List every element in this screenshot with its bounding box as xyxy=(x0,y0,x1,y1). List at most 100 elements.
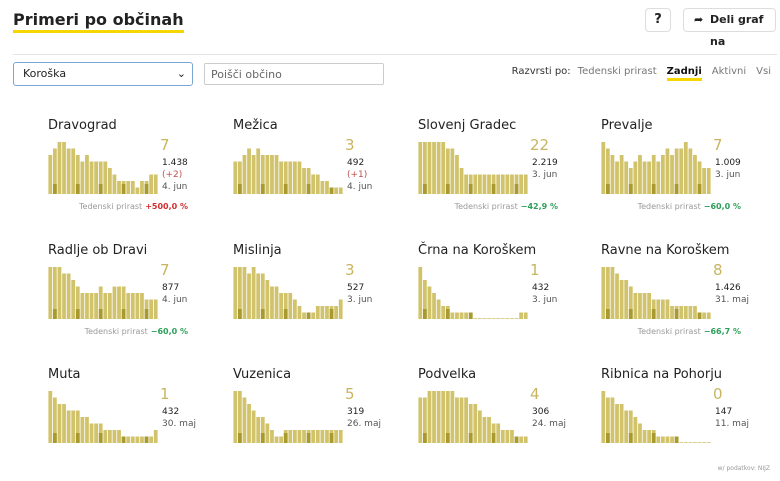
chart-bar xyxy=(487,318,491,319)
municipality-card[interactable]: Radlje ob Dravi 7 877 4. jun Tedenski priras… xyxy=(48,243,228,358)
chart-bar xyxy=(688,306,693,319)
region-select[interactable]: Koroška ⌄ xyxy=(13,62,193,86)
chevron-down-icon: ⌄ xyxy=(176,67,186,80)
municipality-card[interactable]: Črna na Koroškem 1 432 3. jun xyxy=(418,243,598,358)
share-button[interactable]: ➦ Deli graf na xyxy=(683,8,776,48)
latest-count: 1 xyxy=(530,261,540,279)
chart-bar xyxy=(436,299,441,319)
chart-bar xyxy=(112,430,117,443)
municipality-name: Vuzenica xyxy=(233,367,292,382)
total-count: 1.009 xyxy=(715,158,741,168)
chart-bar xyxy=(149,174,154,194)
chart-bar xyxy=(57,142,62,194)
municipality-card[interactable]: Muta 1 432 30. maj xyxy=(48,367,228,481)
sort-option-weekly-growth[interactable]: Tedenski prirast xyxy=(577,66,657,77)
chart-bar xyxy=(325,430,329,443)
municipality-bar-chart xyxy=(233,148,343,194)
municipality-card[interactable]: Vuzenica 5 319 26. maj xyxy=(233,367,413,481)
chart-bar-highlight xyxy=(697,184,702,194)
chart-bar xyxy=(117,430,121,443)
chart-bar xyxy=(311,312,316,319)
chart-bar xyxy=(107,168,112,194)
chart-bar xyxy=(256,273,261,319)
chart-bar xyxy=(297,306,302,319)
chart-bar xyxy=(265,423,270,443)
chart-bar xyxy=(427,391,432,443)
latest-date: 30. maj xyxy=(162,419,196,429)
sort-option-latest[interactable]: Zadnji xyxy=(666,66,702,81)
chart-bar-highlight xyxy=(144,184,149,194)
chart-bar-highlight xyxy=(121,184,126,194)
chart-bar-highlight xyxy=(260,433,265,443)
municipality-card[interactable]: Prevalje 7 1.009 3. jun Tedenski prirast −60,… xyxy=(601,118,780,233)
municipality-card[interactable]: Slovenj Gradec 22 2.219 3. jun Tedenski prir… xyxy=(418,118,598,233)
chart-bar xyxy=(510,174,514,194)
total-count: 877 xyxy=(162,283,180,293)
chart-bar xyxy=(638,293,642,319)
weekly-growth: Tedenski prirast −60,0 % xyxy=(638,202,741,211)
chart-bar xyxy=(320,430,325,443)
sort-option-active[interactable]: Aktivni xyxy=(711,66,747,77)
chart-bar xyxy=(432,142,436,194)
chart-bar xyxy=(149,299,154,319)
chart-bar xyxy=(523,174,528,194)
municipality-bar-chart xyxy=(418,391,528,443)
chart-bar-highlight xyxy=(468,184,473,194)
municipality-bar-chart xyxy=(48,267,158,319)
chart-bar-highlight xyxy=(121,309,126,319)
chart-bar xyxy=(320,181,325,194)
chart-bar xyxy=(334,187,339,194)
municipality-card[interactable]: Mislinja 3 527 3. jun xyxy=(233,243,413,358)
chart-bar xyxy=(619,280,624,319)
chart-bar xyxy=(89,423,94,443)
chart-bar xyxy=(441,391,446,443)
chart-bar xyxy=(496,174,501,194)
chart-bar-highlight xyxy=(605,309,610,319)
chart-bar xyxy=(422,280,427,319)
chart-bar-highlight xyxy=(75,309,80,319)
total-count: 492 xyxy=(347,158,365,168)
municipality-card[interactable]: Dravograd 7 1.438 (+2) 4. jun Tedenski priras… xyxy=(48,118,228,233)
chart-bar-highlight xyxy=(98,433,103,443)
chart-bar xyxy=(482,174,487,194)
chart-bar xyxy=(94,293,99,319)
municipality-bar-chart xyxy=(418,142,528,194)
chart-bar xyxy=(683,142,688,194)
chart-bar xyxy=(292,161,297,194)
chart-bar-highlight xyxy=(144,309,149,319)
chart-bar xyxy=(455,312,459,319)
chart-bar xyxy=(279,436,284,443)
chart-bar xyxy=(85,293,89,319)
chart-bar xyxy=(149,436,154,443)
chart-bar xyxy=(670,306,674,319)
chart-bar-highlight xyxy=(422,433,427,443)
municipality-search-input[interactable] xyxy=(204,63,384,85)
chart-bar xyxy=(130,436,135,443)
share-label: Deli graf na xyxy=(710,13,764,48)
chart-bar xyxy=(496,423,501,443)
chart-bar xyxy=(523,436,528,443)
chart-bar xyxy=(610,155,615,194)
chart-bar xyxy=(75,286,80,319)
sort-controls: Razvrsti po: Tedenski prirast Zadnji Akt… xyxy=(512,66,771,81)
chart-bar xyxy=(647,430,652,443)
municipality-card[interactable]: Mežica 3 492 (+1) 4. jun xyxy=(233,118,413,233)
chart-bar xyxy=(292,430,297,443)
total-count: 1.438 xyxy=(162,158,188,168)
chart-bar xyxy=(624,161,629,194)
municipality-card[interactable]: Ribnica na Pohorju 0 147 11. maj xyxy=(601,367,780,481)
help-button[interactable]: ? xyxy=(645,8,671,32)
chart-bar-highlight xyxy=(422,309,427,319)
weekly-growth-value: −42,9 % xyxy=(520,202,558,211)
chart-bar xyxy=(482,417,487,443)
municipality-card[interactable]: Ravne na Koroškem 8 1.426 31. maj Tedenski p… xyxy=(601,243,780,358)
sort-option-all[interactable]: Vsi xyxy=(756,66,771,77)
chart-bar xyxy=(48,155,53,194)
chart-bar xyxy=(523,312,528,319)
chart-bar-highlight xyxy=(651,309,656,319)
total-count: 527 xyxy=(347,283,365,293)
chart-bar xyxy=(418,267,423,319)
municipality-card[interactable]: Podvelka 4 306 24. maj xyxy=(418,367,598,481)
chart-bar-highlight xyxy=(52,184,57,194)
chart-bar-highlight xyxy=(697,312,702,319)
